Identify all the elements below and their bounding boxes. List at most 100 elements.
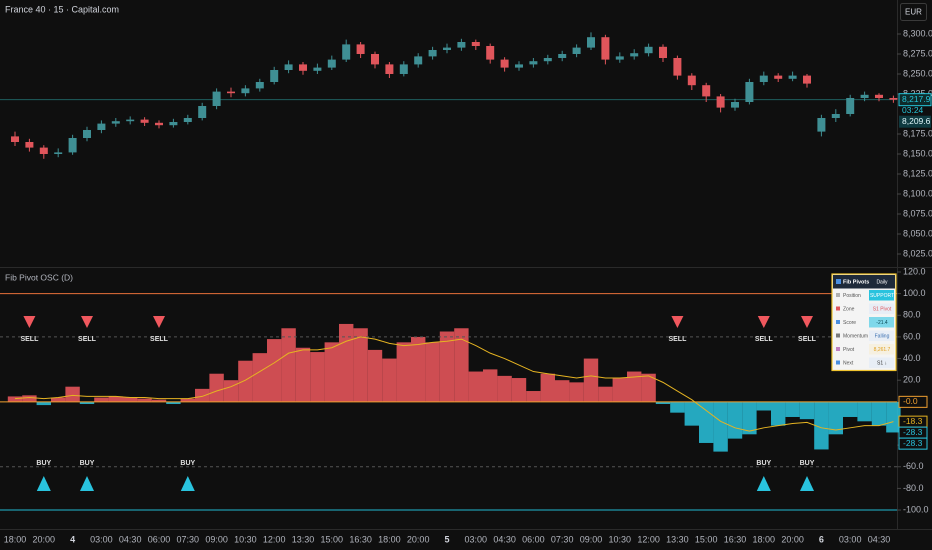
y-tick-label: 8,275.0 xyxy=(903,48,932,58)
candle-body xyxy=(702,85,711,97)
histogram-bar xyxy=(627,371,642,402)
candle-body xyxy=(543,58,552,62)
histogram-bar xyxy=(382,358,397,402)
table-row-value: SUPPORT xyxy=(870,293,894,299)
table-row-label: Next xyxy=(843,360,854,366)
table-cell-bg xyxy=(869,344,894,355)
table-icon xyxy=(836,293,840,297)
x-tick-label: 04:30 xyxy=(119,534,142,544)
histogram-bar xyxy=(497,375,512,402)
histogram-bar xyxy=(612,378,627,402)
histogram-bar xyxy=(353,328,368,402)
signal-line xyxy=(14,336,894,432)
histogram-bar xyxy=(468,371,483,402)
histogram-bar xyxy=(799,401,815,420)
candle-body xyxy=(428,50,437,57)
table-row-label: Score xyxy=(843,320,856,326)
y-tick-label: 120.0 xyxy=(903,266,926,276)
buy-label: BUY xyxy=(80,460,95,467)
currency-button[interactable] xyxy=(900,3,927,21)
x-tick-label: 04:30 xyxy=(493,534,516,544)
table-icon xyxy=(836,320,840,324)
histogram-bar xyxy=(310,352,325,402)
histogram-bar xyxy=(94,397,109,402)
buy-label: BUY xyxy=(756,460,771,467)
price-label-box xyxy=(899,115,931,128)
x-tick-label: 09:00 xyxy=(205,534,228,544)
buy-marker xyxy=(180,476,195,491)
histogram-bar xyxy=(411,336,426,402)
candle-body xyxy=(25,142,34,148)
sell-label: SELL xyxy=(798,336,817,343)
buy-label: BUY xyxy=(800,460,815,467)
x-tick-label: 20:00 xyxy=(781,534,804,544)
x-tick-label: 07:30 xyxy=(177,534,200,544)
x-tick-label: 10:30 xyxy=(234,534,257,544)
table-row-label: Zone xyxy=(843,306,855,312)
currency-label[interactable]: EUR xyxy=(905,8,922,17)
candle-body xyxy=(875,94,883,98)
x-tick-label: 03:00 xyxy=(90,534,113,544)
histogram-bar xyxy=(727,401,743,439)
candle-body xyxy=(255,82,264,89)
table-cell-bg xyxy=(869,303,894,314)
sell-label: SELL xyxy=(755,336,774,343)
histogram-bar xyxy=(79,401,95,405)
candle-body xyxy=(587,37,595,48)
histogram-bar xyxy=(526,391,541,402)
candle-body xyxy=(385,64,394,74)
x-tick-label: 5 xyxy=(444,534,449,544)
histogram-bar xyxy=(7,396,23,402)
histogram-bar xyxy=(886,401,901,433)
candle-body xyxy=(860,94,869,98)
sell-marker xyxy=(757,316,770,328)
info-table: Fib Pivots Daily Position SUPPORT Zone S1 Piv… xyxy=(831,273,897,372)
candle-body xyxy=(803,75,811,84)
axis-value-label: -0.0 xyxy=(903,396,918,406)
y-tick-label: 80.0 xyxy=(903,310,921,320)
histogram-bar xyxy=(425,342,440,402)
histogram-bar xyxy=(670,401,685,413)
candle-body xyxy=(759,75,768,82)
sell-label: SELL xyxy=(20,336,39,343)
candle-body xyxy=(270,70,279,82)
candle-body xyxy=(644,46,653,54)
y-tick-label: 8,175.0 xyxy=(903,128,932,138)
y-tick-label: -80.0 xyxy=(903,483,924,493)
histogram-bar xyxy=(785,401,800,417)
candle-body xyxy=(615,56,624,60)
sell-marker xyxy=(801,316,813,328)
table-title: Fib Pivots xyxy=(843,279,869,285)
axis-value-label: -28.3 xyxy=(903,427,923,437)
histogram-bar xyxy=(108,396,123,402)
candle-body xyxy=(327,59,336,68)
candle-body xyxy=(846,98,855,114)
x-tick-label: 16:30 xyxy=(724,534,747,544)
histogram-bar xyxy=(137,398,152,402)
y-tick-label: 8,150.0 xyxy=(903,148,932,158)
histogram-bar xyxy=(598,386,613,402)
plot-layer: 8,300.08,275.08,250.08,225.08,175.08,150… xyxy=(0,28,932,544)
candle-body xyxy=(457,42,466,48)
x-tick-label: 16:30 xyxy=(349,534,372,544)
candle-body xyxy=(687,75,696,86)
y-tick-label: 8,050.0 xyxy=(903,228,932,238)
y-tick-label: 100.0 xyxy=(903,288,926,298)
x-tick-label: 15:00 xyxy=(321,534,344,544)
y-tick-label: 8,300.0 xyxy=(903,28,932,38)
candle-body xyxy=(889,98,898,100)
histogram-bar xyxy=(857,401,872,422)
candle-body xyxy=(399,64,408,74)
x-tick-label: 12:00 xyxy=(637,534,660,544)
histogram-bar xyxy=(483,369,498,402)
candle-body xyxy=(529,61,538,65)
histogram-bar xyxy=(569,382,584,402)
histogram-bar xyxy=(583,358,599,402)
histogram-bar xyxy=(843,401,858,417)
histogram-bar xyxy=(641,373,656,402)
x-tick-label: 18:00 xyxy=(378,534,401,544)
histogram-bar xyxy=(367,349,383,402)
candle-body xyxy=(111,121,120,124)
